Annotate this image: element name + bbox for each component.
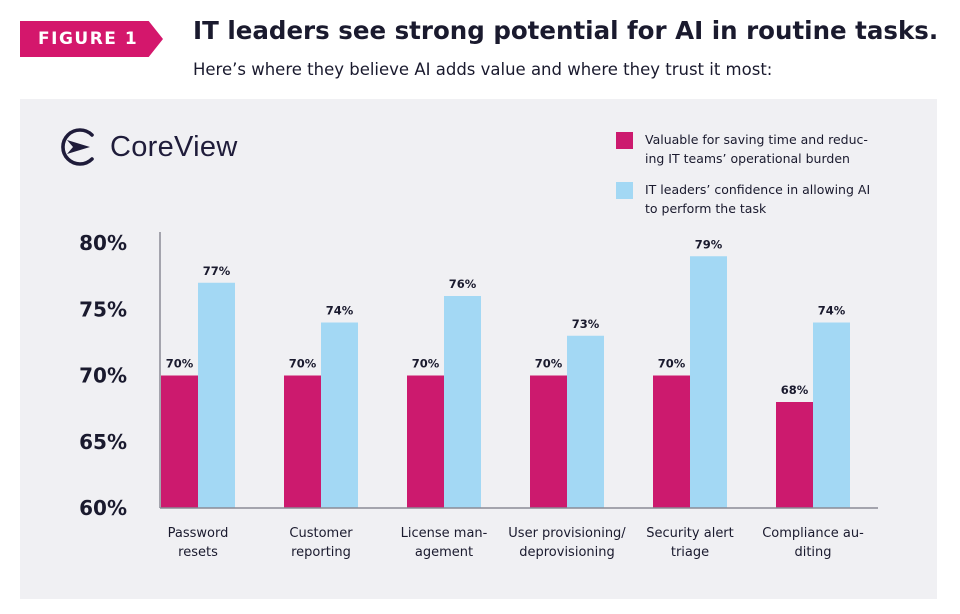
x-tick-label: Password resets	[133, 524, 263, 562]
x-tick-label-line2: diting	[794, 545, 832, 560]
legend-label-valuable: Valuable for saving time and reduc- ing …	[645, 130, 895, 168]
data-label: 70%	[658, 357, 686, 371]
x-tick-label-line1: User provisioning/	[508, 526, 626, 541]
bar-valuable	[776, 402, 813, 508]
x-tick-label: Security alert triage	[625, 524, 755, 562]
chart-subtitle: Here’s where they believe AI adds value …	[193, 60, 773, 79]
x-tick-label: User provisioning/deprovisioning	[502, 524, 632, 562]
legend-swatch-valuable	[616, 132, 633, 149]
legend-item-confidence: IT leaders’ confidence in allowing AI to…	[616, 180, 895, 218]
x-tick-label-line2: agement	[414, 545, 474, 560]
data-label: 70%	[166, 357, 194, 371]
data-label: 74%	[818, 304, 846, 318]
data-label: 73%	[572, 317, 600, 331]
x-tick-label-line2: deprovisioning	[519, 545, 615, 560]
bar-confidence	[198, 282, 235, 508]
y-tick-label: 80%	[79, 231, 127, 255]
y-tick-label: 70%	[79, 364, 127, 388]
data-label: 68%	[781, 383, 809, 397]
legend-label-valuable-line1: Valuable for saving time and reduc-	[645, 132, 868, 147]
data-label: 76%	[449, 277, 477, 291]
legend-label-confidence-line1: IT leaders’ confidence in allowing AI	[645, 182, 871, 197]
bar-valuable	[530, 375, 567, 508]
y-tick-label: 60%	[79, 496, 127, 520]
x-tick-label-line1: Security alert	[646, 526, 734, 541]
x-tick-label-line1: Compliance au-	[762, 526, 864, 541]
data-label: 70%	[535, 357, 563, 371]
x-tick-label-line1: License man-	[400, 526, 488, 541]
bar-confidence	[321, 322, 358, 508]
bar-confidence	[444, 296, 481, 508]
data-label: 77%	[203, 264, 231, 278]
bar-confidence	[690, 256, 727, 508]
x-tick-label-line2: reporting	[291, 545, 351, 560]
bar-confidence	[813, 322, 850, 508]
legend-swatch-confidence	[616, 182, 633, 199]
legend-label-valuable-line2: ing IT teams’ operational burden	[645, 151, 850, 166]
chart-title: IT leaders see strong potential for AI i…	[193, 16, 939, 45]
y-tick-label: 65%	[79, 430, 127, 454]
data-label: 74%	[326, 304, 354, 318]
legend-item-valuable: Valuable for saving time and reduc- ing …	[616, 130, 895, 168]
x-tick-label-line1: Customer	[289, 526, 353, 541]
logo-text: CoreView	[110, 130, 238, 163]
bar-valuable	[284, 375, 321, 508]
x-tick-label: License man-agement	[379, 524, 509, 562]
legend-label-confidence-line2: to perform the task	[645, 201, 767, 216]
coreview-logo-icon	[61, 128, 94, 166]
bar-valuable	[407, 375, 444, 508]
data-label: 79%	[695, 237, 723, 251]
x-tick-label-line2: resets	[178, 545, 218, 560]
x-tick-label-line1: Password	[167, 526, 229, 541]
x-tick-label-line2: triage	[670, 545, 710, 560]
legend-label-confidence: IT leaders’ confidence in allowing AI to…	[645, 180, 895, 218]
x-tick-label: Compliance au-diting	[748, 524, 878, 562]
coreview-logo: CoreView	[54, 123, 238, 171]
y-tick-label: 75%	[79, 297, 127, 321]
bar-valuable	[161, 375, 198, 508]
data-label: 70%	[412, 357, 440, 371]
figure-tag: FIGURE 1	[20, 21, 163, 57]
bar-valuable	[653, 375, 690, 508]
data-label: 70%	[289, 357, 317, 371]
x-tick-label: Customer reporting	[256, 524, 386, 562]
bar-confidence	[567, 335, 604, 508]
